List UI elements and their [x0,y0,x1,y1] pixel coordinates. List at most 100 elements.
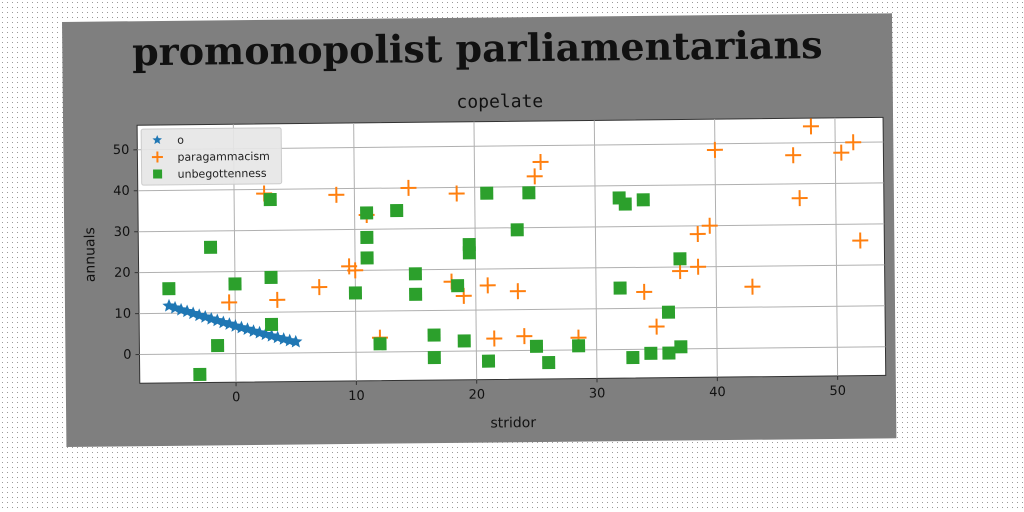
x-tick-label: 0 [232,390,240,405]
plus-point [636,283,653,300]
plus-point [526,168,543,185]
square-point [457,334,471,348]
chart-title: copelate [456,91,543,113]
x-grid-line [593,120,598,379]
plus-point [479,277,496,294]
plus-point [328,186,345,203]
square-point [462,246,476,260]
square-point [153,169,163,179]
data-points [162,118,869,381]
plus-point [448,185,465,202]
legend: o paragammacism unbegottenness [140,127,283,186]
square-point [203,240,218,254]
plus-point [221,294,238,311]
x-tick-labels: 0 10 20 30 40 50 [232,384,846,405]
square-point [263,193,277,207]
square-point [626,350,640,365]
square-point [529,339,544,353]
square-point [662,346,676,360]
square-point [522,186,536,200]
figure-panel: promonopolist parliamentarians copelate … [62,13,897,447]
y-tick-label: 30 [114,225,131,240]
y-grid-line [138,264,885,274]
plus-point [269,291,286,308]
x-grid-line [714,119,718,378]
x-tick-label: 30 [589,386,606,401]
square-point [193,367,207,381]
legend-box [140,127,283,186]
y-tick-label: 20 [114,266,131,281]
square-point [636,193,650,207]
square-point [510,223,524,237]
plus-point [532,153,549,170]
y-grid-line [137,182,884,192]
plus-point [833,144,850,161]
x-grid-line [353,122,357,381]
square-point [451,279,465,293]
plus-point [744,278,761,295]
x-tick-label: 10 [348,389,365,404]
plus-point [509,283,526,300]
square-point [613,281,627,295]
plus-point [151,151,163,163]
y-grid-line [139,305,886,315]
square-point [228,277,242,291]
plus-point [486,330,503,347]
legend-label: o [177,134,184,147]
plus-point [701,217,718,234]
square-point [162,282,176,296]
star-point [289,334,303,348]
legend-label: unbegottenness [178,167,267,181]
y-tick-label: 50 [113,143,130,158]
x-tick-label: 50 [829,384,846,399]
square-point [673,252,687,266]
plus-point [689,226,706,243]
plus-point [845,134,862,151]
plus-point [852,232,869,249]
plot-area [136,116,887,384]
square-point [408,267,422,281]
square-point [427,328,441,342]
plus-point [400,179,417,196]
square-point [674,340,688,354]
y-tick-label: 0 [123,348,131,363]
y-tick-labels: 0 10 20 30 40 50 [113,143,132,363]
square-point [360,206,374,220]
series-o [162,298,303,348]
plus-point [311,279,328,296]
square-point [264,270,278,284]
x-tick-label: 40 [709,385,726,400]
square-point [348,286,363,300]
plus-point [706,141,723,158]
plus-point [648,318,665,335]
square-point [360,251,374,265]
square-point [360,230,374,245]
square-point [481,354,496,368]
y-grid-line [139,346,886,356]
square-point [264,317,279,332]
series-unbegottenness [162,186,688,381]
x-tick-label: 20 [468,388,485,403]
square-point [427,351,441,365]
square-point [390,203,404,218]
series-paragammacism [221,118,869,347]
y-tick-label: 40 [113,184,130,199]
square-point [409,287,423,301]
plus-point [516,328,533,345]
plus-point [347,262,364,279]
square-point [572,339,586,353]
square-point [644,346,658,360]
x-grid-line [834,117,839,376]
square-point [373,337,387,351]
square-point [542,355,556,370]
plus-point [672,263,689,280]
plus-point [791,190,808,207]
plus-point [802,118,819,135]
plus-point [690,258,707,275]
square-point [661,305,676,319]
square-point [618,197,632,211]
square-point [211,338,225,353]
y-tick-label: 10 [114,307,131,322]
y-axis-label: annuals [82,227,99,282]
legend-label: paragammacism [177,150,270,164]
